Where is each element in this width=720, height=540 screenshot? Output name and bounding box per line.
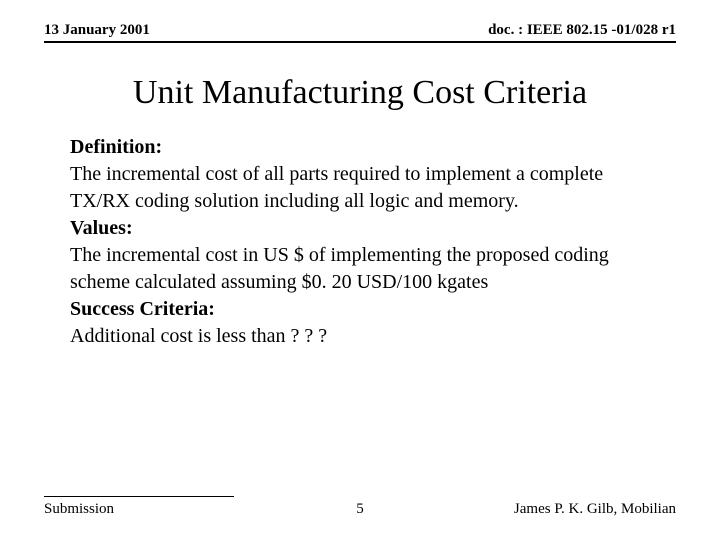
footer-left: Submission	[44, 501, 114, 518]
success-criteria-text: Additional cost is less than ? ? ?	[70, 323, 660, 350]
footer-rule	[44, 496, 234, 497]
slide-page: 13 January 2001 doc. : IEEE 802.15 -01/0…	[0, 0, 720, 540]
header-row: 13 January 2001 doc. : IEEE 802.15 -01/0…	[44, 22, 676, 39]
footer-row: Submission 5 James P. K. Gilb, Mobilian	[44, 501, 676, 518]
body-text: Definition: The incremental cost of all …	[70, 134, 660, 350]
footer-page-number: 5	[356, 501, 364, 518]
header-doc-number: doc. : IEEE 802.15 -01/028 r1	[488, 22, 676, 39]
success-criteria-label: Success Criteria:	[70, 296, 660, 323]
header-date: 13 January 2001	[44, 22, 150, 39]
footer-author: James P. K. Gilb, Mobilian	[514, 501, 676, 518]
values-text: The incremental cost in US $ of implemen…	[70, 242, 660, 296]
definition-text: The incremental cost of all parts requir…	[70, 161, 660, 215]
header: 13 January 2001 doc. : IEEE 802.15 -01/0…	[44, 22, 676, 43]
definition-label: Definition:	[70, 134, 660, 161]
page-title: Unit Manufacturing Cost Criteria	[0, 74, 720, 112]
footer: Submission 5 James P. K. Gilb, Mobilian	[44, 496, 676, 518]
header-rule	[44, 41, 676, 43]
values-label: Values:	[70, 215, 660, 242]
